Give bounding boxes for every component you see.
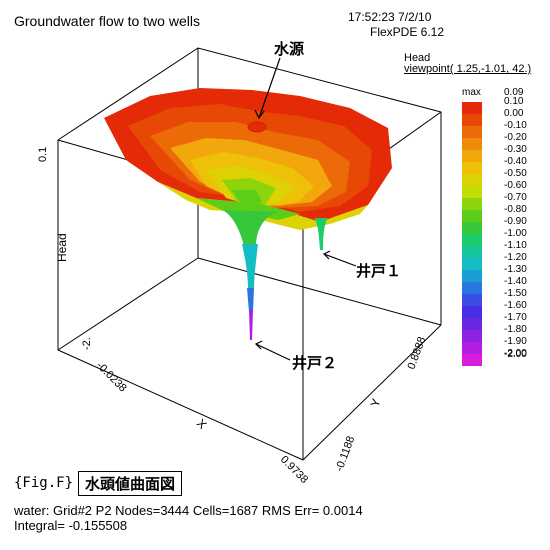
- legend-swatch: [462, 186, 482, 198]
- well2-cone-low: [247, 288, 254, 312]
- plot-title: Groundwater flow to two wells: [14, 13, 200, 29]
- well2-cone-mid: [242, 244, 258, 290]
- box-front-bottom-y: [302, 324, 442, 461]
- legend-swatch: [462, 222, 482, 234]
- timestamp: 17:52:23 7/2/10: [348, 10, 432, 24]
- y-start-tick: -0.1188: [334, 435, 358, 473]
- legend-swatch: [462, 354, 482, 366]
- legend-swatch: [462, 318, 482, 330]
- legend-level-label: -0.90: [504, 216, 527, 227]
- legend-variable: Head: [404, 52, 431, 64]
- x-axis-label: X: [194, 416, 210, 432]
- legend-swatch: [462, 126, 482, 138]
- well2-arrow-line: [255, 343, 291, 361]
- well1-label: 井戸１: [356, 262, 401, 280]
- legend-swatch: [462, 270, 482, 282]
- head-surface: [104, 88, 392, 340]
- legend-swatch: [462, 306, 482, 318]
- legend-level-label: -0.50: [504, 168, 527, 179]
- legend-level-label: -1.30: [504, 264, 527, 275]
- legend-viewpoint: viewpoint( 1.25,-1.01, 42.): [404, 63, 532, 75]
- z-axis-label: Head: [55, 233, 69, 262]
- well2-arrow-head: [254, 340, 263, 350]
- well2-cone-bottom: [249, 310, 253, 340]
- z-top-tick: 0.1: [37, 147, 49, 162]
- footer-stats: water: Grid#2 P2 Nodes=3444 Cells=1687 R…: [14, 503, 363, 518]
- legend-level-label: -0.80: [504, 204, 527, 215]
- x-start-tick: -0.0238: [94, 360, 129, 395]
- legend-swatch: [462, 234, 482, 246]
- legend-min-value: -2.00: [504, 349, 527, 360]
- legend-swatch: [462, 198, 482, 210]
- legend-level-label: -1.00: [504, 228, 527, 239]
- legend-level-label: -2.00: [504, 348, 527, 359]
- legend-swatch: [462, 138, 482, 150]
- source-arrow-head: [254, 109, 265, 120]
- box-back-edges: [57, 47, 442, 325]
- legend-level-label: -1.90: [504, 336, 527, 347]
- legend-swatches: [462, 102, 482, 366]
- legend-swatch: [462, 330, 482, 342]
- legend-level-label: -1.40: [504, 276, 527, 287]
- legend-level-label: -0.30: [504, 144, 527, 155]
- legend-level-label: 0.10: [504, 96, 524, 107]
- legend-level-label: -1.70: [504, 312, 527, 323]
- well1-arrow-head: [322, 250, 331, 260]
- legend-level-label: -1.10: [504, 240, 527, 251]
- well2-cone-upper: [222, 210, 278, 246]
- box-back-bottom-right: [197, 257, 442, 326]
- legend-swatch: [462, 282, 482, 294]
- legend-swatch: [462, 258, 482, 270]
- footer-integral: Integral= -0.155508: [14, 518, 128, 533]
- legend-swatch: [462, 114, 482, 126]
- legend-swatch: [462, 162, 482, 174]
- legend-level-label: -0.60: [504, 180, 527, 191]
- legend-level-label: 0.00: [504, 108, 524, 119]
- box-front-bottom-x: [57, 349, 304, 461]
- legend-swatch: [462, 102, 482, 114]
- legend-level-label: -0.10: [504, 120, 527, 131]
- well1-cone: [314, 218, 328, 250]
- source-bump: [247, 121, 267, 133]
- legend-level-label: -1.20: [504, 252, 527, 263]
- software-version: FlexPDE 6.12: [370, 25, 445, 39]
- legend-level-label: -0.20: [504, 132, 527, 143]
- z-bottom-tick: -2.: [81, 337, 93, 350]
- well2-label: 井戸２: [292, 354, 337, 372]
- legend-swatch: [462, 246, 482, 258]
- legend-swatch: [462, 150, 482, 162]
- legend-swatch: [462, 210, 482, 222]
- annotation-arrows: [254, 57, 357, 361]
- x-end-tick: 0.9738: [278, 454, 310, 486]
- legend-level-label: -1.50: [504, 288, 527, 299]
- legend-level-label: -1.60: [504, 300, 527, 311]
- y-end-tick: 0.8888: [406, 335, 429, 371]
- legend-level-label: -0.70: [504, 192, 527, 203]
- legend-swatch: [462, 294, 482, 306]
- legend-level-label: -0.40: [504, 156, 527, 167]
- well1-arrow-line: [323, 253, 357, 267]
- figure-caption: 水頭値曲面図: [78, 471, 183, 496]
- y-axis-label: Y: [368, 397, 384, 409]
- source-arrow-line: [258, 57, 281, 119]
- legend-max-value: 0.09: [504, 87, 524, 98]
- surface-front-green: [196, 198, 300, 220]
- box-back-bottom-left: [57, 257, 199, 351]
- legend-swatch: [462, 174, 482, 186]
- legend-level-label: -1.80: [504, 324, 527, 335]
- source-label: 水源: [274, 40, 304, 58]
- legend-max-label: max: [462, 87, 481, 98]
- figure-tag: {Fig.F}: [14, 475, 74, 491]
- legend-swatch: [462, 342, 482, 354]
